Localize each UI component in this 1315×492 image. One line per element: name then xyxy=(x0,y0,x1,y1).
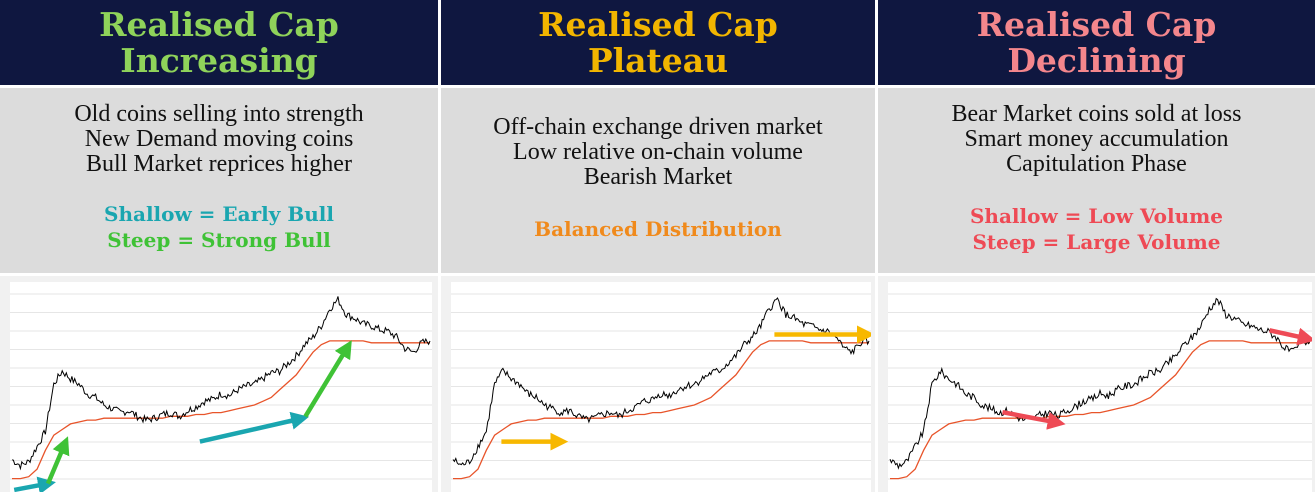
highlight-text: Shallow = Early Bull xyxy=(104,202,334,226)
trend-arrow xyxy=(1269,327,1312,346)
desc-line: Smart money accumulation xyxy=(964,126,1229,152)
highlight-text: Steep = Large Volume xyxy=(972,230,1221,254)
desc-line: Old coins selling into strength xyxy=(74,101,364,127)
panel-title-line2: Plateau xyxy=(587,40,729,80)
panel-title-line1: Realised Cap xyxy=(538,4,778,44)
panel-title-line1: Realised Cap xyxy=(99,4,339,44)
desc-line: Low relative on-chain volume xyxy=(513,139,803,165)
realised-cap-line xyxy=(453,340,869,480)
panel-header: Realised Cap Increasing xyxy=(0,0,438,85)
price-line xyxy=(452,297,870,466)
panel-description: Old coins selling into strength New Dema… xyxy=(0,88,438,273)
desc-line: Off-chain exchange driven market xyxy=(493,114,823,140)
panel-description: Off-chain exchange driven market Low rel… xyxy=(441,88,875,273)
panel-plateau: Realised Cap Plateau Off-chain exchange … xyxy=(441,0,875,492)
chart-svg xyxy=(10,282,432,492)
panel-title-line2: Declining xyxy=(1007,40,1186,80)
desc-line: Bear Market coins sold at loss xyxy=(951,101,1242,127)
chart-panel xyxy=(0,276,438,492)
trend-arrow xyxy=(13,476,56,492)
desc-line: New Demand moving coins xyxy=(84,126,354,152)
highlight-text: Steep = Strong Bull xyxy=(107,228,331,252)
panel-header: Realised Cap Plateau xyxy=(441,0,875,85)
panel-title-line2: Increasing xyxy=(120,40,318,80)
chart-panel xyxy=(878,276,1315,492)
panel-header: Realised Cap Declining xyxy=(878,0,1315,85)
chart-svg xyxy=(451,282,871,492)
trend-arrow xyxy=(199,411,310,444)
desc-line: Bull Market reprices higher xyxy=(86,151,352,177)
panel-title-line1: Realised Cap xyxy=(976,4,1217,44)
realised-cap-line xyxy=(890,340,1310,480)
desc-line: Bearish Market xyxy=(583,164,733,190)
highlight-text: Shallow = Low Volume xyxy=(969,204,1223,228)
panel-increasing: Realised Cap Increasing Old coins sellin… xyxy=(0,0,438,492)
panel-declining: Realised Cap Declining Bear Market coins… xyxy=(878,0,1315,492)
trend-arrow xyxy=(45,436,70,485)
panel-description: Bear Market coins sold at loss Smart mon… xyxy=(878,88,1315,273)
price-line xyxy=(11,296,431,471)
trend-arrow xyxy=(303,340,352,418)
realised-cap-line xyxy=(12,340,430,480)
chart-panel xyxy=(441,276,875,492)
highlight-text: Balanced Distribution xyxy=(534,217,782,241)
desc-line: Capitulation Phase xyxy=(1006,151,1187,177)
chart-svg xyxy=(888,282,1312,492)
price-line xyxy=(889,297,1311,470)
trend-arrow xyxy=(1002,409,1066,430)
